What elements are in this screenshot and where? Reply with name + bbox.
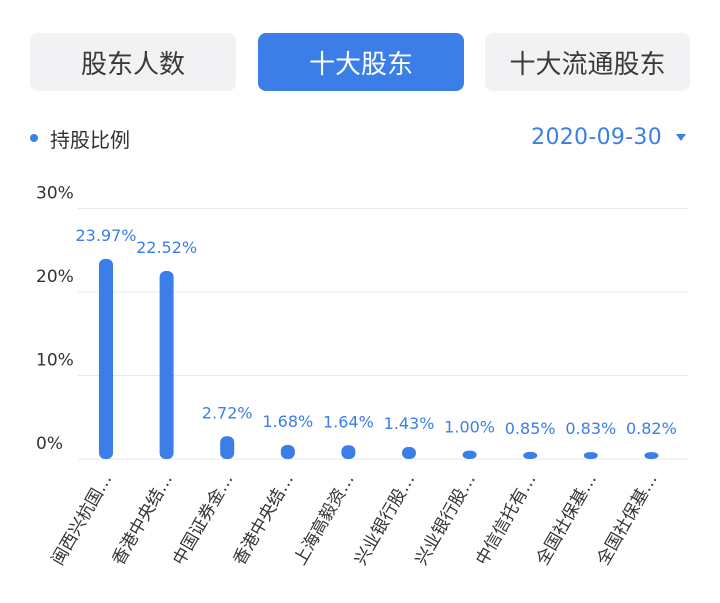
bar[interactable]: [159, 270, 174, 459]
bar[interactable]: [341, 445, 356, 459]
bar-value-label: 22.52%: [136, 238, 197, 257]
tab-shareholder-count[interactable]: 股东人数: [30, 33, 236, 91]
bar-value-label: 0.82%: [626, 419, 677, 438]
tab-bar: 股东人数 十大股东 十大流通股东: [30, 33, 690, 91]
bar[interactable]: [583, 452, 598, 459]
x-category-label: 中国证券金…: [169, 471, 237, 569]
x-category-label: 全国社保基…: [533, 471, 601, 569]
report-date-dropdown[interactable]: 2020-09-30: [531, 122, 686, 152]
bar[interactable]: [523, 451, 538, 459]
bar-value-label: 2.72%: [202, 403, 253, 422]
x-category-label: 中信信托有…: [472, 471, 540, 569]
x-category-label: 上海高毅资…: [290, 471, 358, 569]
bar-value-label: 0.83%: [565, 419, 616, 438]
x-category-label: 兴业银行股…: [412, 470, 480, 568]
bar-value-label: 1.43%: [384, 414, 435, 433]
bar-value-label: 23.97%: [75, 226, 136, 245]
bar-value-label: 1.68%: [262, 412, 313, 431]
bar-value-label: 1.00%: [444, 418, 495, 437]
report-date-value: 2020-09-30: [531, 124, 662, 150]
bar[interactable]: [402, 447, 416, 459]
bar[interactable]: [280, 444, 295, 459]
bar[interactable]: [99, 258, 113, 459]
caret-down-icon: [676, 133, 686, 141]
x-category-label: 兴业银行股…: [351, 471, 419, 569]
tab-top-ten-shareholders[interactable]: 十大股东: [258, 33, 464, 91]
bar-value-label: 1.64%: [323, 412, 374, 431]
bar-value-label: 0.85%: [505, 419, 556, 438]
x-category-label: 全国社保基…: [593, 471, 661, 569]
tab-top-ten-float-shareholders[interactable]: 十大流通股东: [485, 33, 690, 91]
x-category-label: 闽西兴杭国…: [48, 471, 116, 569]
y-tick-label: 0%: [36, 434, 63, 454]
y-tick-label: 20%: [36, 267, 74, 287]
bar[interactable]: [644, 452, 659, 459]
legend-label: 持股比例: [50, 127, 130, 152]
y-tick-label: 30%: [36, 184, 74, 204]
chart-legend: 持股比例: [30, 125, 130, 152]
bar[interactable]: [220, 436, 235, 459]
x-category-label: 香港中央结…: [230, 471, 298, 569]
bar[interactable]: [462, 450, 477, 459]
x-category-label: 香港中央结…: [109, 471, 177, 569]
y-tick-label: 10%: [36, 351, 74, 371]
legend-dot-icon: [30, 134, 38, 142]
